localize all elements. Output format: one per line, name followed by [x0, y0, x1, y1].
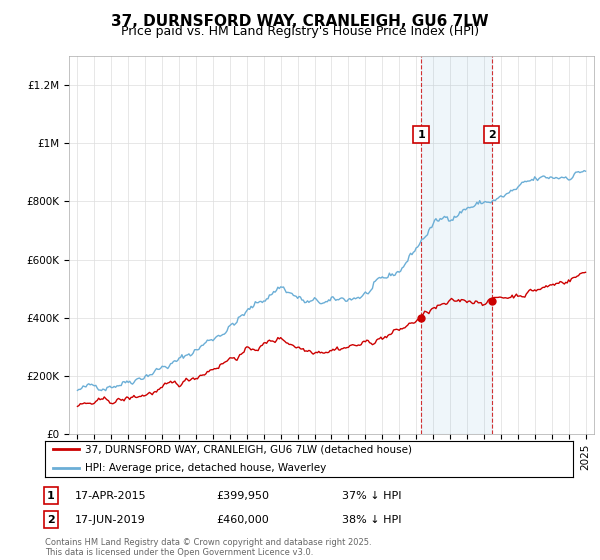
Text: £460,000: £460,000: [216, 515, 269, 525]
Text: 17-APR-2015: 17-APR-2015: [75, 491, 146, 501]
Text: £399,950: £399,950: [216, 491, 269, 501]
Text: Contains HM Land Registry data © Crown copyright and database right 2025.
This d: Contains HM Land Registry data © Crown c…: [45, 538, 371, 557]
Text: HPI: Average price, detached house, Waverley: HPI: Average price, detached house, Wave…: [85, 463, 326, 473]
Text: 2: 2: [488, 129, 496, 139]
Bar: [421, 56, 492, 434]
Text: 2: 2: [47, 515, 55, 525]
Text: 38% ↓ HPI: 38% ↓ HPI: [342, 515, 401, 525]
Text: 17-JUN-2019: 17-JUN-2019: [75, 515, 146, 525]
Text: 37, DURNSFORD WAY, CRANLEIGH, GU6 7LW (detached house): 37, DURNSFORD WAY, CRANLEIGH, GU6 7LW (d…: [85, 445, 412, 455]
Text: 37% ↓ HPI: 37% ↓ HPI: [342, 491, 401, 501]
Text: 1: 1: [417, 129, 425, 139]
Text: Price paid vs. HM Land Registry's House Price Index (HPI): Price paid vs. HM Land Registry's House …: [121, 25, 479, 38]
Text: 1: 1: [47, 491, 55, 501]
Text: 37, DURNSFORD WAY, CRANLEIGH, GU6 7LW: 37, DURNSFORD WAY, CRANLEIGH, GU6 7LW: [111, 14, 489, 29]
